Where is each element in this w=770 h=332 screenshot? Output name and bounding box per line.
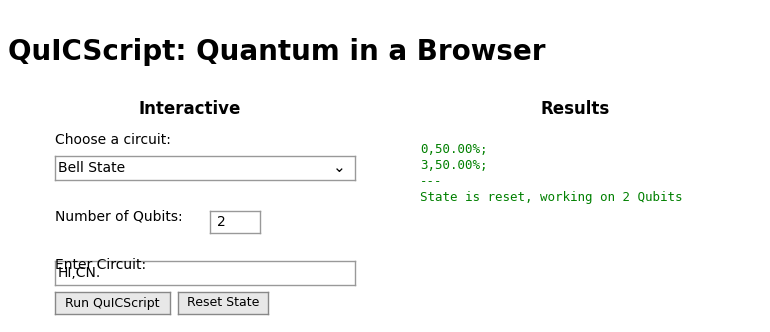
Text: ⌄: ⌄ bbox=[333, 160, 346, 176]
Text: Bell State: Bell State bbox=[58, 161, 125, 175]
Text: Run QuICScript: Run QuICScript bbox=[65, 296, 159, 309]
Text: 2: 2 bbox=[217, 215, 226, 229]
Text: Reset State: Reset State bbox=[187, 296, 259, 309]
Text: QuICScript: Quantum in a Browser: QuICScript: Quantum in a Browser bbox=[8, 38, 545, 66]
Text: Results: Results bbox=[541, 100, 610, 118]
Text: 3,50.00%;: 3,50.00%; bbox=[420, 159, 487, 172]
Text: HI,CN.: HI,CN. bbox=[58, 266, 101, 280]
Text: Choose a circuit:: Choose a circuit: bbox=[55, 133, 171, 147]
Text: State is reset, working on 2 Qubits: State is reset, working on 2 Qubits bbox=[420, 191, 682, 204]
Text: Number of Qubits:: Number of Qubits: bbox=[55, 210, 182, 224]
Text: 0,50.00%;: 0,50.00%; bbox=[420, 143, 487, 156]
Text: Interactive: Interactive bbox=[139, 100, 241, 118]
Text: ---: --- bbox=[420, 175, 443, 188]
Text: Enter Circuit:: Enter Circuit: bbox=[55, 258, 146, 272]
